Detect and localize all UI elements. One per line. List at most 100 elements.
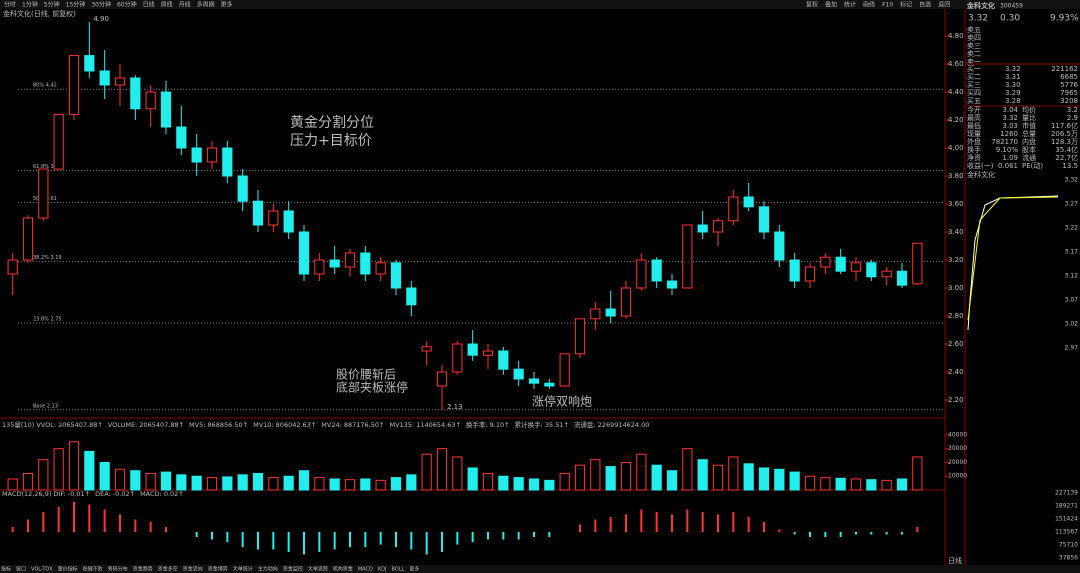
bid-cell: 买三 bbox=[967, 81, 981, 89]
candle-body bbox=[237, 175, 248, 202]
bottom-tab[interactable]: 资金趋势 bbox=[133, 566, 153, 573]
volume-bar bbox=[712, 464, 724, 491]
tool-button[interactable]: 自选 bbox=[919, 1, 931, 9]
tool-button[interactable]: 统计 bbox=[844, 1, 856, 9]
ask-label: 卖四 bbox=[967, 34, 981, 42]
bottom-tab[interactable]: 资金流向 bbox=[183, 566, 203, 573]
bid-cell: 7965 bbox=[1060, 89, 1078, 97]
mini-tab[interactable]: 日线 bbox=[948, 556, 962, 565]
bottom-tab[interactable]: 主力动向 bbox=[258, 566, 278, 573]
y-tick-label: 3.60 bbox=[948, 200, 964, 208]
period-tab[interactable]: 月线 bbox=[179, 1, 191, 9]
candle-body bbox=[528, 378, 540, 384]
bottom-tab[interactable]: 更多 bbox=[409, 566, 419, 573]
volume-bar bbox=[344, 479, 356, 491]
fib-label: 80% 4.42 bbox=[33, 83, 57, 89]
bottom-tab[interactable]: KDJ bbox=[378, 567, 387, 573]
period-tab[interactable]: 30分钟 bbox=[91, 1, 111, 9]
period-tab[interactable]: 多周期 bbox=[197, 1, 215, 9]
candle-body bbox=[390, 262, 402, 289]
candle-body bbox=[99, 70, 110, 86]
bottom-tab[interactable]: 量价指标 bbox=[58, 566, 78, 573]
tool-button[interactable]: 叠加 bbox=[825, 1, 837, 9]
ask-label: 卖五 bbox=[967, 26, 981, 34]
volume-bar bbox=[390, 477, 402, 491]
y-tick-label: 2.20 bbox=[948, 396, 964, 404]
tool-button[interactable]: 复权 bbox=[806, 1, 818, 9]
bottom-tab[interactable]: VOL-TDX bbox=[31, 567, 53, 573]
volume-bar bbox=[298, 470, 310, 491]
bottom-tab[interactable]: 大单追踪 bbox=[308, 566, 328, 573]
bottom-tab[interactable]: 筹码分布 bbox=[108, 566, 128, 573]
volume-bar bbox=[651, 464, 662, 491]
period-tab[interactable]: 日线 bbox=[143, 1, 155, 9]
bid-cell: 买二 bbox=[967, 73, 981, 81]
bid-cell: 3.31 bbox=[1005, 73, 1021, 81]
bottom-tab[interactable]: 资金监控 bbox=[283, 566, 303, 573]
candle-body bbox=[513, 368, 524, 380]
candle-body bbox=[176, 126, 187, 149]
stat-cell: 3.32 bbox=[1002, 114, 1018, 122]
intraday-avg bbox=[967, 196, 1059, 321]
stat-cell: 9.10% bbox=[996, 146, 1019, 154]
volume-header: 流通盘: 2269914624.00 bbox=[574, 420, 649, 429]
mini-vol-tick: 75710 bbox=[1059, 542, 1078, 549]
stat-cell: 1.09 bbox=[1002, 154, 1018, 162]
mini-vol-tick: 151424 bbox=[1055, 516, 1078, 523]
bid-cell: 买四 bbox=[967, 89, 981, 97]
bottom-tab[interactable]: 机构资金 bbox=[333, 566, 353, 573]
stat-cell: 1260 bbox=[1000, 130, 1018, 138]
stat-cell: 总量 bbox=[1022, 129, 1036, 138]
volume-bar bbox=[574, 464, 586, 491]
period-tab[interactable]: 周线 bbox=[161, 1, 173, 9]
bottom-tab[interactable]: 窗口 bbox=[16, 566, 26, 573]
annotation: 底部夹板涨停 bbox=[336, 380, 408, 395]
tool-button[interactable]: F10 bbox=[882, 2, 893, 9]
tool-button[interactable]: 画线 bbox=[863, 1, 875, 9]
candle-body bbox=[666, 280, 678, 289]
volume-bar bbox=[605, 466, 616, 491]
candle-body bbox=[758, 206, 770, 233]
bottom-tab[interactable]: 资金博弈 bbox=[208, 566, 228, 573]
period-tab[interactable]: 15分钟 bbox=[66, 1, 86, 9]
volume-bar bbox=[682, 448, 693, 491]
annotation: 股价腰斩后 bbox=[336, 368, 396, 382]
fib-label: Base 2.13 bbox=[33, 403, 58, 409]
period-tab[interactable]: 更多 bbox=[221, 1, 233, 9]
candle-body bbox=[283, 210, 294, 233]
stat-cell: 收益(一) bbox=[967, 161, 994, 170]
period-tab[interactable]: 分时 bbox=[4, 1, 16, 9]
period-tab[interactable]: 60分钟 bbox=[117, 1, 137, 9]
y-tick-label: 2.40 bbox=[948, 368, 964, 376]
volume-bar bbox=[896, 478, 908, 491]
volume-bar bbox=[850, 478, 862, 491]
bottom-tab[interactable]: 大单统计 bbox=[233, 566, 253, 573]
stat-cell: 128.3万 bbox=[1051, 138, 1078, 146]
peak-label: 4.90 bbox=[93, 15, 109, 23]
tool-button[interactable]: 返回 bbox=[938, 2, 950, 9]
candle-body bbox=[866, 262, 877, 278]
period-tab[interactable]: 1分钟 bbox=[22, 1, 38, 9]
volume-bar bbox=[467, 467, 478, 491]
bottom-tab[interactable]: 指标 bbox=[1, 566, 11, 573]
stat-cell: 206.5万 bbox=[1051, 130, 1078, 138]
bid-cell: 买五 bbox=[967, 97, 981, 105]
volume-bar bbox=[866, 479, 877, 491]
bottom-tab[interactable]: MACD bbox=[358, 567, 373, 573]
y-tick-label: 3.00 bbox=[948, 284, 964, 292]
tool-button[interactable]: 标记 bbox=[900, 1, 912, 9]
volume-bar bbox=[789, 471, 800, 491]
bottom-tab[interactable]: BOLL bbox=[391, 567, 404, 573]
y-tick-label: 4.20 bbox=[948, 116, 964, 124]
volume-header: VOLUME: 2065407.88↑ bbox=[108, 421, 184, 429]
volume-bar bbox=[881, 479, 892, 491]
volume-bar bbox=[7, 478, 18, 491]
candle-body bbox=[651, 259, 662, 282]
annotation: 黄金分割分位 bbox=[290, 114, 374, 131]
annotation: 涨停双响炮 bbox=[532, 394, 592, 409]
stat-cell: 35.4亿 bbox=[1055, 145, 1078, 154]
volume-bar bbox=[636, 453, 647, 491]
bottom-tab[interactable]: 稳健不败 bbox=[83, 566, 103, 573]
period-tab[interactable]: 5分钟 bbox=[44, 1, 60, 9]
bottom-tab[interactable]: 资金多空 bbox=[158, 566, 178, 573]
